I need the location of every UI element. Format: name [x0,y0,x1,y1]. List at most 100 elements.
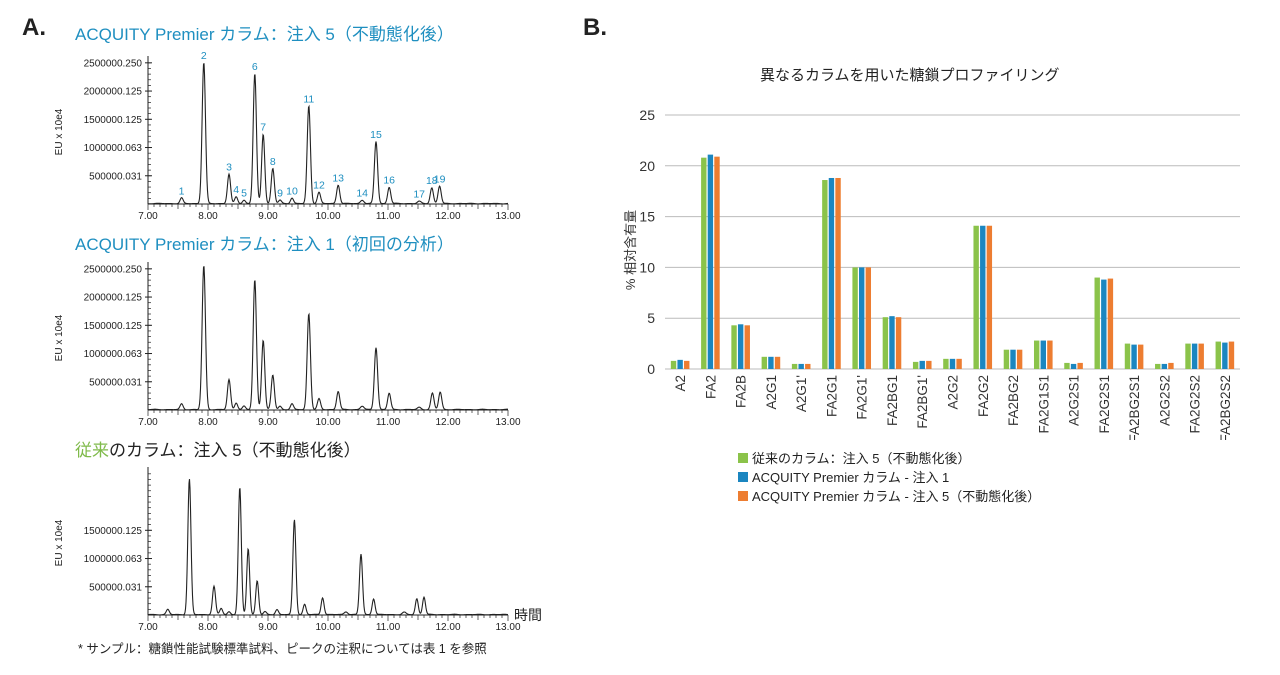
peak-label: 6 [252,61,258,73]
footnote: * サンプル：糖鎖性能試験標準試料、ピークの注釈については表 1 を参照 [78,642,487,656]
peak-label: 18 [426,175,438,187]
bar [956,358,962,369]
chromatogram-1-title: ACQUITY Premier カラム：注入 5（不動態化後） [75,25,454,44]
x-tick-label: 9.00 [258,417,278,428]
legend-label: ACQUITY Premier カラム - 注入 5（不動態化後） [752,489,1041,504]
peak-label: 2 [201,50,207,62]
bar [865,267,872,369]
x-tick-label: FA2G2 [976,375,991,417]
chromatogram-2: 2500000.250 2000000.125 1500000.125 1000000… [54,262,521,428]
x-tick-label: 11.00 [376,211,401,222]
x-tick-label: A2G2S2 [1157,375,1172,426]
bar [1094,277,1100,369]
bar [1222,342,1228,369]
bar [744,325,750,369]
x-tick-label: A2G1 [764,375,779,410]
x-tick-label: 13.00 [495,417,520,428]
chromatogram-1: 2500000.250 2000000.125 1500000.125 1000000… [54,50,521,222]
bar [714,156,720,369]
x-tick-label: 7.00 [138,417,158,428]
bar [701,157,707,369]
x-tick-label: 10.00 [315,417,340,428]
chromatogram-3-title-rest: のカラム：注入 5（不動態化後） [109,441,361,460]
bar [737,324,744,369]
peak-label: 10 [286,185,298,197]
bar [926,360,932,369]
x-tick-label: A2G2 [946,375,961,410]
x-tick-label: 9.00 [258,211,278,222]
bar-chart: 0 5 10 15 20 25 % 相対含有量 A2 FA2 FA2B A2G1 A2G1' FA2G1… [623,107,1240,440]
peak-label: 16 [383,175,395,187]
bar [882,317,889,369]
y-axis-label: % 相対含有量 [623,210,638,290]
peak-label: 11 [303,93,314,105]
bar [1107,278,1114,369]
bar [1168,362,1174,369]
x-tick-label: 9.00 [258,622,278,633]
x-tick-label: 12.00 [435,417,460,428]
x-tick-label: A2 [673,375,688,392]
x-tick-label: 7.00 [138,622,158,633]
chromatogram-3: 1500000.125 1000000.063 500000.031 EU x 10e… [54,467,542,633]
peak-label: 7 [260,122,266,134]
y-axis-label: EU x 10e4 [54,108,65,155]
x-tick-label: 8.00 [198,417,218,428]
bar [1131,344,1137,369]
bar [835,177,841,369]
x-tick-label: 7.00 [138,211,158,222]
y-tick-label: 1000000.063 [84,349,143,360]
y-tick-label: 2000000.125 [84,293,143,304]
bar [731,325,737,369]
y-tick-label: 1500000.125 [84,115,143,126]
x-axis-label: 時間 [514,607,542,623]
y-tick-label: 10 [639,259,655,275]
peak-label: 15 [370,129,382,141]
peak-label: 4 [233,184,239,196]
y-tick-label: 1500000.125 [84,526,143,537]
bar [852,267,858,369]
chromatogram-trace [147,479,509,616]
x-tick-label: FA2G1S1 [1036,375,1051,434]
bar [949,358,956,369]
y-tick-label: 25 [639,107,655,123]
x-tick-label: 10.00 [315,211,340,222]
y-tick-label: 1000000.063 [84,554,143,565]
legend-label: 従来のカラム：注入 5（不動態化後） [752,451,971,466]
bar [1137,344,1144,369]
bar [707,154,714,369]
x-tick-label: FA2 [703,375,718,399]
peak-label: 3 [226,162,232,174]
bar [943,358,949,369]
peak-label: 19 [434,173,446,185]
bar-chart-title: 異なるカラムを用いた糖鎖プロファイリング [760,67,1060,84]
bar [1070,363,1077,369]
y-tick-label: 500000.031 [89,171,142,182]
x-tick-label: FA2G2S1 [1097,375,1112,434]
x-tick-label: FA2G1' [855,375,870,420]
bar [1124,343,1131,369]
bar [895,317,902,369]
bar [986,225,993,369]
bar [1185,343,1191,369]
y-tick-label: 2000000.125 [84,87,143,98]
panel-a-label: A. [22,14,46,41]
x-tick-label: 12.00 [435,211,460,222]
y-tick-label: 2500000.250 [84,264,143,275]
y-tick-label: 5 [647,310,655,326]
y-tick-label: 0 [647,361,655,377]
x-tick-label: 13.00 [495,622,520,633]
chromatogram-2-title: ACQUITY Premier カラム：注入 1（初回の分析） [75,235,454,254]
x-tick-label: FA2BG1' [915,375,930,429]
bar [1003,349,1010,369]
bar [912,361,919,369]
chromatogram-trace [147,266,509,411]
legend-label: ACQUITY Premier カラム - 注入 1 [752,470,950,485]
bar [1010,349,1016,369]
panel-b-label: B. [583,14,607,41]
peak-label: 17 [413,189,425,201]
bar [1047,340,1053,369]
peak-label: 5 [241,188,247,200]
chromatogram-3-title: 従来のカラム：注入 5（不動態化後） [75,436,361,461]
x-tick-label: 8.00 [198,211,218,222]
x-tick-label: FA2BG2S2 [1218,375,1233,440]
